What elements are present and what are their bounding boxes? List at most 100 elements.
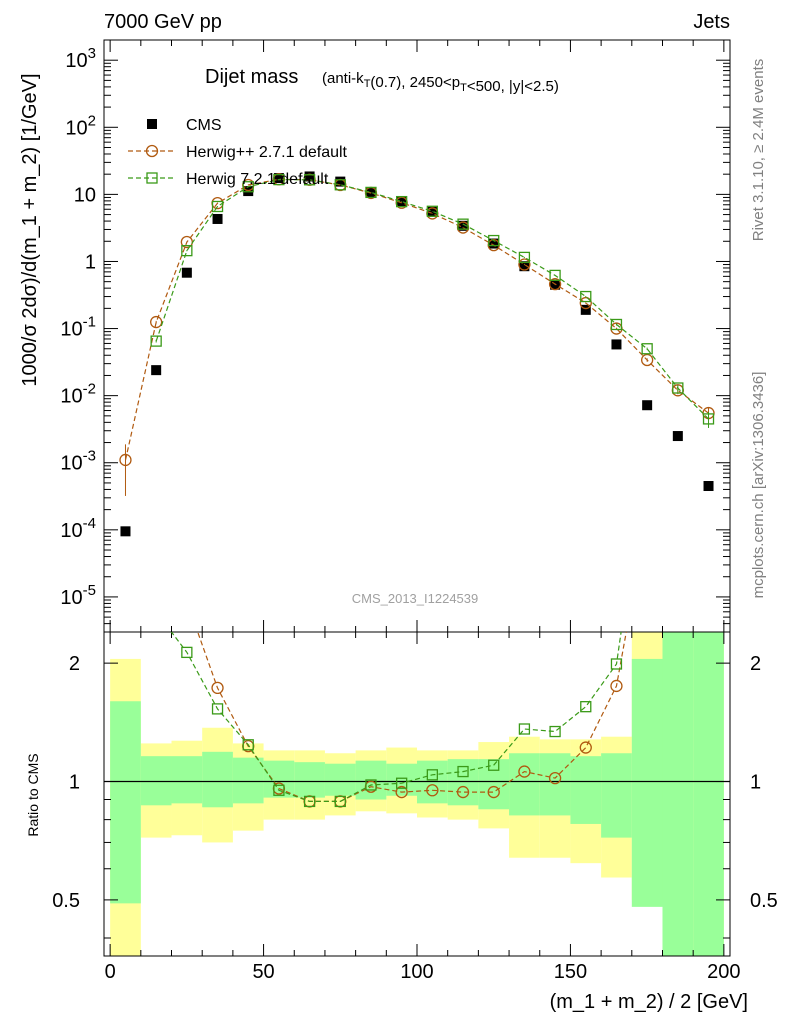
ratio-point bbox=[211, 681, 224, 695]
ratio-y-tick-label-left: 1 bbox=[69, 772, 80, 794]
data-point bbox=[151, 365, 162, 376]
x-tick-label: 0 bbox=[105, 961, 116, 983]
x-tick-label: 150 bbox=[554, 961, 587, 983]
data-point bbox=[518, 258, 531, 271]
series-cms bbox=[120, 171, 714, 537]
ratio-point bbox=[181, 646, 193, 659]
data-point bbox=[181, 267, 192, 278]
y-tick-label: 10 bbox=[74, 184, 96, 206]
analysis-watermark: CMS_2013_I1224539 bbox=[352, 591, 479, 606]
title-detail: (anti-kT(0.7), 2450<pT<500, |y|<2.5) bbox=[322, 70, 559, 95]
band-inner-bin bbox=[263, 760, 295, 798]
data-point bbox=[273, 173, 284, 184]
band-inner-bin bbox=[693, 632, 724, 956]
data-point bbox=[458, 220, 469, 231]
data-point bbox=[150, 315, 163, 329]
data-point bbox=[120, 526, 131, 537]
uncertainty-bands bbox=[110, 632, 724, 956]
ratio-point bbox=[457, 765, 469, 778]
data-point bbox=[548, 277, 562, 291]
plot-title: Dijet mass (anti-kT(0.7), 2450<pT<500, |… bbox=[205, 66, 559, 95]
legend-entry: Herwig++ 2.7.1 default bbox=[128, 144, 348, 161]
ratio-y-axis-label: Ratio to CMS bbox=[25, 753, 41, 836]
ratio-point bbox=[396, 777, 408, 789]
band-inner-bin bbox=[232, 757, 264, 804]
rivet-version-label: Rivet 3.1.10, ≥ 2.4M events bbox=[750, 59, 767, 242]
data-point bbox=[549, 269, 561, 282]
y-tick-label: 10-2 bbox=[60, 381, 96, 408]
ratio-point bbox=[303, 795, 316, 808]
ratio-point bbox=[426, 769, 438, 781]
band-inner-bin bbox=[631, 658, 663, 907]
data-point bbox=[212, 213, 223, 224]
ratio-point bbox=[518, 723, 531, 735]
data-point bbox=[242, 181, 254, 193]
data-point bbox=[273, 173, 285, 186]
ratio-line bbox=[197, 632, 627, 802]
data-point bbox=[641, 343, 653, 355]
data-point bbox=[642, 400, 653, 411]
band-inner-bin bbox=[539, 753, 571, 816]
data-point bbox=[703, 481, 714, 492]
data-point bbox=[580, 304, 591, 315]
data-point bbox=[519, 261, 530, 272]
legend-label: Herwig 7.2.1 default bbox=[186, 171, 329, 188]
top-y-axis-label: 1000/σ 2dσ)/d(m_1 + m_2) [1/GeV] bbox=[19, 73, 41, 386]
legend-marker bbox=[146, 172, 158, 184]
band-inner-bin bbox=[570, 756, 602, 824]
ratio-y-tick-label-right: 0.5 bbox=[750, 890, 778, 912]
data-point bbox=[396, 195, 408, 208]
y-tick-label: 10-1 bbox=[60, 314, 96, 341]
x-tick-label: 200 bbox=[707, 961, 740, 983]
ratio-point bbox=[579, 741, 592, 754]
main-panel: 10-5 10-4 10-3 10-2 10-1 1 10 102 103 bbox=[60, 39, 731, 633]
ratio-point bbox=[365, 779, 377, 791]
data-point bbox=[702, 413, 715, 425]
data-point bbox=[211, 200, 224, 213]
band-inner-bin bbox=[171, 756, 203, 804]
band-inner-bin bbox=[662, 632, 694, 956]
legend-label: CMS bbox=[186, 117, 222, 134]
y-tick-label: 103 bbox=[65, 45, 96, 72]
series-herwig7 bbox=[150, 173, 715, 428]
band-inner-bin bbox=[509, 753, 540, 816]
band-inner-bin bbox=[110, 701, 141, 904]
ratio-point bbox=[334, 795, 346, 808]
ratio-point bbox=[426, 784, 439, 797]
ratio-series-herwig7 bbox=[170, 632, 623, 808]
data-point bbox=[611, 339, 622, 350]
ratio-y-tick-label-right: 1 bbox=[750, 772, 761, 794]
data-point bbox=[580, 290, 592, 303]
band-inner-bin bbox=[478, 759, 510, 810]
data-point bbox=[518, 251, 531, 264]
ratio-y-tick-label-left: 2 bbox=[69, 653, 80, 675]
ratio-y-axis-ticks: 0.5 0.5 1 1 2 2 bbox=[52, 653, 778, 939]
data-point bbox=[488, 238, 499, 249]
band-inner-bin bbox=[324, 763, 356, 796]
x-axis-label: (m_1 + m_2) / 2 [GeV] bbox=[550, 991, 748, 1013]
data-point bbox=[150, 335, 162, 347]
ratio-point bbox=[211, 703, 224, 715]
ratio-point bbox=[273, 784, 285, 796]
ratio-point bbox=[488, 759, 500, 771]
data-point bbox=[334, 179, 346, 191]
y-tick-label: 10-5 bbox=[60, 582, 96, 609]
ratio-point bbox=[242, 739, 254, 751]
data-point bbox=[304, 171, 315, 182]
data-point bbox=[457, 218, 469, 230]
band-inner-bin bbox=[294, 762, 325, 798]
title-main: Dijet mass bbox=[205, 66, 298, 88]
x-tick-label: 100 bbox=[400, 961, 433, 983]
ratio-y-tick-label-right: 2 bbox=[750, 653, 761, 675]
data-point bbox=[181, 244, 193, 257]
y-tick-label: 102 bbox=[65, 112, 96, 139]
header-energy-label: 7000 GeV pp bbox=[104, 11, 222, 33]
x-tick-label: 50 bbox=[252, 961, 274, 983]
ratio-panel: 0 50 100 150 200 0.5 0.5 1 1 2 2 bbox=[52, 40, 778, 983]
data-point bbox=[427, 206, 438, 217]
legend-label: Herwig++ 2.7.1 default bbox=[186, 144, 348, 161]
ratio-point bbox=[456, 785, 470, 799]
data-point bbox=[488, 234, 500, 247]
legend-entry: Herwig 7.2.1 default bbox=[128, 171, 329, 188]
